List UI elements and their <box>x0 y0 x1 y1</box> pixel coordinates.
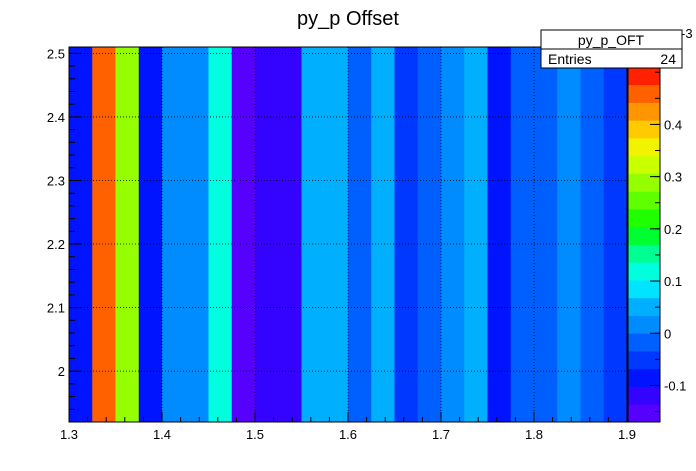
colorbar-segment <box>628 120 660 139</box>
heatmap-cell <box>301 47 326 422</box>
x-tick-label: 1.8 <box>525 427 543 442</box>
heatmap-cell <box>394 47 419 422</box>
heatmap-cell <box>115 47 140 422</box>
colorbar-tick-label: 0.3 <box>664 170 682 185</box>
x-tick-label: 1.7 <box>432 427 450 442</box>
colorbar: -0.1 0 0.1 0.2 0.3 0.4 <box>627 66 686 423</box>
heatmap-cell <box>510 47 535 422</box>
colorbar-segment <box>628 138 660 157</box>
heatmap-cell <box>580 47 605 422</box>
heatmap-cell <box>92 47 116 422</box>
heatmap-cell <box>69 47 93 422</box>
colorbar-segment <box>628 191 660 210</box>
x-tick-label: 1.5 <box>246 427 264 442</box>
x-tick-label: 1.3 <box>60 427 78 442</box>
colorbar-tick-label: 0.4 <box>664 117 682 132</box>
y-tick-label: 2.3 <box>47 173 65 188</box>
y-tick-label: 2.1 <box>47 301 65 316</box>
heatmap-cell <box>278 47 302 422</box>
x-tick-label: 1.4 <box>153 427 171 442</box>
colorbar-exponent: -3 <box>681 26 693 41</box>
heatmap-cell <box>371 47 395 422</box>
colorbar-segment <box>628 297 660 316</box>
stats-entries-label: Entries <box>548 51 592 67</box>
colorbar-segment <box>628 155 660 174</box>
heatmap-cell <box>324 47 349 422</box>
colorbar-segment <box>628 244 660 263</box>
y-tick-label: 2.2 <box>47 237 65 252</box>
y-tick-label: 2.4 <box>47 110 65 125</box>
colorbar-segment <box>628 368 660 387</box>
colorbar-segment <box>628 209 660 228</box>
heatmap-cell <box>231 47 256 422</box>
colorbar-segment <box>628 280 660 299</box>
chart-title: py_p Offset <box>297 8 399 30</box>
colorbar-tick-label: 0 <box>664 326 671 341</box>
heatmap-cell <box>603 47 628 422</box>
heatmap-cell <box>534 47 558 422</box>
heatmap-cell <box>138 47 163 422</box>
stats-box: py_p_OFT Entries 24 <box>540 29 683 69</box>
colorbar-segment <box>628 67 660 86</box>
heatmap-cell <box>417 47 442 422</box>
colorbar-segment <box>628 173 660 192</box>
heatmap-cell <box>464 47 488 422</box>
x-tick-label: 1.9 <box>618 427 636 442</box>
heatmap-cell <box>185 47 209 422</box>
heatmap-cell <box>348 47 372 422</box>
y-tick-label: 2 <box>58 364 65 379</box>
colorbar-segment <box>628 262 660 281</box>
colorbar-tick-label: 0.2 <box>664 222 682 237</box>
colorbar-segment <box>628 315 660 334</box>
colorbar-tick-label: 0.1 <box>664 274 682 289</box>
colorbar-tick-label: -0.1 <box>664 378 686 393</box>
heatmap-cell <box>208 47 233 422</box>
stats-entries-value: 24 <box>660 51 676 67</box>
colorbar-segment <box>628 386 660 405</box>
colorbar-segment <box>628 404 660 423</box>
heatmap-cells <box>69 47 628 422</box>
heatmap-cell <box>255 47 279 422</box>
colorbar-segment <box>628 351 660 370</box>
stats-box-name: py_p_OFT <box>578 32 645 48</box>
heatmap-cell <box>162 47 186 422</box>
y-axis: 2 2.1 2.2 2.3 2.4 2.5 <box>47 46 81 423</box>
grid-lines <box>69 47 627 422</box>
colorbar-segment <box>628 102 660 121</box>
heatmap-cell <box>441 47 465 422</box>
colorbar-segment <box>628 226 660 245</box>
x-tick-label: 1.6 <box>339 427 357 442</box>
x-axis: 1.3 1.4 1.5 1.6 1.7 1.8 1.9 <box>60 412 636 442</box>
colorbar-segment <box>628 84 660 103</box>
colorbar-segment <box>628 333 660 352</box>
y-tick-label: 2.5 <box>47 46 65 61</box>
heatmap-cell <box>487 47 512 422</box>
heatmap-cell <box>557 47 581 422</box>
